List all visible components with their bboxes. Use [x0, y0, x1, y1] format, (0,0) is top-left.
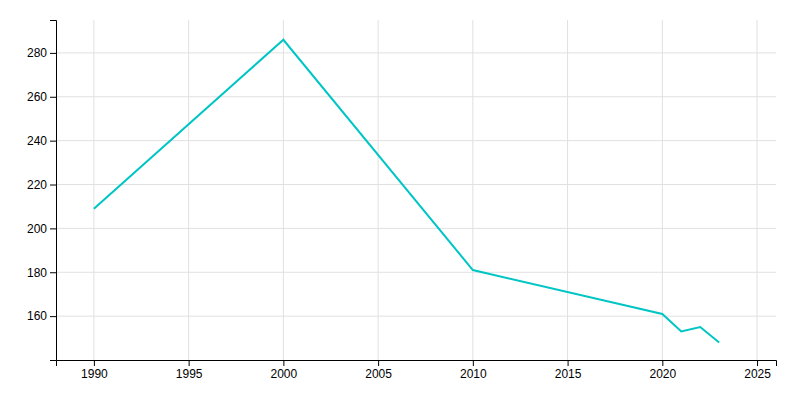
x-grid-line	[188, 20, 189, 360]
line	[94, 40, 719, 343]
y-tick-mark	[50, 185, 56, 186]
x-axis: 1990 1995 2000 2005 2010 2015 2020 2025	[57, 360, 777, 381]
y-grid-line	[56, 96, 776, 97]
x-tick-label: 2000	[271, 367, 298, 381]
y-tick-label: 260	[27, 90, 47, 104]
y-tick-mark	[50, 53, 56, 54]
x-grid-line	[283, 20, 284, 360]
x-tick-label: 2025	[744, 367, 771, 381]
x-axis-line	[57, 361, 777, 367]
y-tick: 240	[27, 134, 56, 148]
y-tick-label: 180	[27, 266, 47, 280]
y-tick-mark	[50, 141, 56, 142]
x-tick-label: 2020	[649, 367, 676, 381]
y-tick: 260	[27, 90, 56, 104]
y-grid-line	[56, 184, 776, 185]
x-tick-mark	[568, 360, 569, 366]
marks	[94, 40, 719, 343]
x-tick-label: 2010	[460, 367, 487, 381]
y-tick-label: 240	[27, 134, 47, 148]
plot-area: 1990 1995 2000 2005 2010 2015 2020 2025 160 180 20…	[27, 20, 777, 381]
y-axis-line	[50, 21, 57, 361]
y-tick: 220	[27, 178, 56, 192]
x-tick: 2015	[555, 360, 582, 381]
x-tick-mark	[473, 360, 474, 366]
y-tick-label: 280	[27, 46, 47, 60]
y-tick-label: 220	[27, 178, 47, 192]
y-tick-mark	[50, 97, 56, 98]
x-tick-mark	[378, 360, 379, 366]
x-tick-label: 2015	[555, 367, 582, 381]
x-tick-label: 1990	[81, 367, 108, 381]
y-tick-mark	[50, 316, 56, 317]
y-tick: 200	[27, 222, 56, 236]
x-tick-mark	[662, 360, 663, 366]
y-grid-line	[56, 272, 776, 273]
x-grid-line	[472, 20, 473, 360]
x-tick: 2000	[271, 360, 298, 381]
y-tick: 180	[27, 266, 56, 280]
x-tick: 1995	[176, 360, 203, 381]
x-grid-line	[662, 20, 663, 360]
x-tick: 1990	[81, 360, 108, 381]
x-tick: 2025	[744, 360, 771, 381]
y-axis: 160 180 200 220 240 260 280	[27, 21, 57, 361]
y-tick-label: 160	[27, 309, 47, 323]
x-grid-line	[567, 20, 568, 360]
x-tick-mark	[757, 360, 758, 366]
x-tick-mark	[94, 360, 95, 366]
y-tick-mark	[50, 272, 56, 273]
y-grid-line	[56, 316, 776, 317]
y-tick: 160	[27, 309, 56, 323]
y-grid-line	[56, 228, 776, 229]
x-tick: 2010	[460, 360, 487, 381]
x-tick-label: 2005	[365, 367, 392, 381]
x-tick-label: 1995	[176, 367, 203, 381]
x-tick: 2020	[649, 360, 676, 381]
x-tick-mark	[283, 360, 284, 366]
chart: 1990 1995 2000 2005 2010 2015 2020 2025 160 180 20…	[0, 0, 800, 400]
y-grid-line	[56, 52, 776, 53]
x-grid-line	[378, 20, 379, 360]
grid	[56, 20, 776, 360]
y-tick: 280	[27, 46, 56, 60]
x-grid-line	[757, 20, 758, 360]
y-grid-line	[56, 140, 776, 141]
x-tick-mark	[189, 360, 190, 366]
y-tick-mark	[50, 228, 56, 229]
x-grid-line	[93, 20, 94, 360]
x-tick: 2005	[365, 360, 392, 381]
y-tick-label: 200	[27, 222, 47, 236]
